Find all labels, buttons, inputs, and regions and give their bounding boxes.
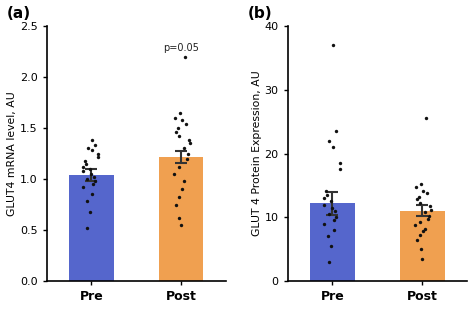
Point	[88, 148, 95, 153]
Point	[329, 145, 337, 150]
Point	[83, 199, 91, 204]
Point	[426, 203, 434, 208]
Point	[325, 259, 332, 264]
Point	[423, 191, 431, 196]
Point	[178, 117, 186, 122]
Point	[336, 161, 343, 166]
Point	[418, 256, 426, 261]
Bar	[69, 175, 114, 281]
Point	[328, 199, 335, 204]
Point	[421, 226, 429, 231]
Point	[330, 218, 338, 223]
Point	[330, 228, 337, 232]
Point	[425, 216, 432, 221]
Point	[415, 194, 422, 199]
Point	[89, 138, 96, 143]
Bar	[159, 157, 203, 281]
Point	[83, 177, 91, 182]
Point	[416, 201, 424, 206]
Point	[332, 215, 339, 220]
Point	[320, 221, 328, 226]
Point	[412, 184, 420, 189]
Point	[336, 167, 343, 172]
Point	[427, 207, 435, 212]
Point	[181, 54, 188, 59]
Point	[181, 146, 188, 151]
Point	[171, 115, 179, 120]
Point	[411, 223, 419, 228]
Point	[325, 212, 332, 217]
Point	[320, 196, 328, 201]
Point	[184, 151, 192, 156]
Point	[186, 141, 193, 146]
Y-axis label: GLUT 4 Protein Expression, AU: GLUT 4 Protein Expression, AU	[252, 71, 262, 237]
Point	[177, 223, 184, 228]
Point	[91, 143, 99, 148]
Point	[175, 164, 182, 169]
Point	[81, 158, 89, 163]
Bar	[310, 203, 355, 281]
Point	[89, 182, 97, 187]
Point	[332, 129, 340, 134]
Point	[327, 243, 335, 248]
Point	[426, 214, 433, 219]
Point	[175, 195, 182, 200]
Point	[322, 188, 329, 193]
Point	[180, 179, 188, 184]
Point	[325, 138, 333, 143]
Point	[413, 237, 421, 242]
Point	[95, 154, 102, 159]
Point	[86, 209, 94, 214]
Point	[320, 202, 328, 207]
Bar	[400, 211, 445, 281]
Point	[175, 134, 183, 139]
Point	[79, 168, 87, 173]
Point	[417, 247, 424, 252]
Point	[419, 229, 427, 234]
Point	[329, 43, 337, 48]
Point	[170, 171, 178, 176]
Point	[80, 164, 87, 169]
Text: p=0.05: p=0.05	[163, 42, 199, 53]
Point	[419, 188, 427, 193]
Text: (a): (a)	[7, 6, 31, 21]
Point	[172, 130, 180, 135]
Point	[183, 156, 191, 161]
Point	[328, 205, 336, 210]
Point	[324, 234, 332, 239]
Point	[84, 225, 91, 230]
Point	[175, 215, 183, 220]
Point	[86, 166, 94, 171]
Text: (b): (b)	[248, 6, 273, 21]
Point	[89, 192, 96, 197]
Point	[417, 182, 425, 187]
Point	[79, 185, 87, 190]
Point	[87, 171, 94, 176]
Point	[91, 179, 98, 184]
Point	[82, 161, 90, 166]
Point	[174, 126, 182, 131]
Point	[185, 138, 192, 143]
Point	[416, 232, 423, 237]
Point	[178, 187, 186, 192]
Point	[176, 110, 184, 115]
Point	[84, 146, 91, 151]
Point	[95, 151, 102, 156]
Point	[323, 193, 331, 197]
Point	[331, 208, 339, 213]
Point	[182, 122, 190, 126]
Point	[422, 116, 429, 121]
Point	[416, 220, 424, 225]
Point	[173, 202, 180, 207]
Y-axis label: GLUT4 mRNA level, AU: GLUT4 mRNA level, AU	[7, 91, 17, 216]
Point	[90, 175, 98, 179]
Point	[413, 197, 421, 202]
Point	[421, 210, 429, 215]
